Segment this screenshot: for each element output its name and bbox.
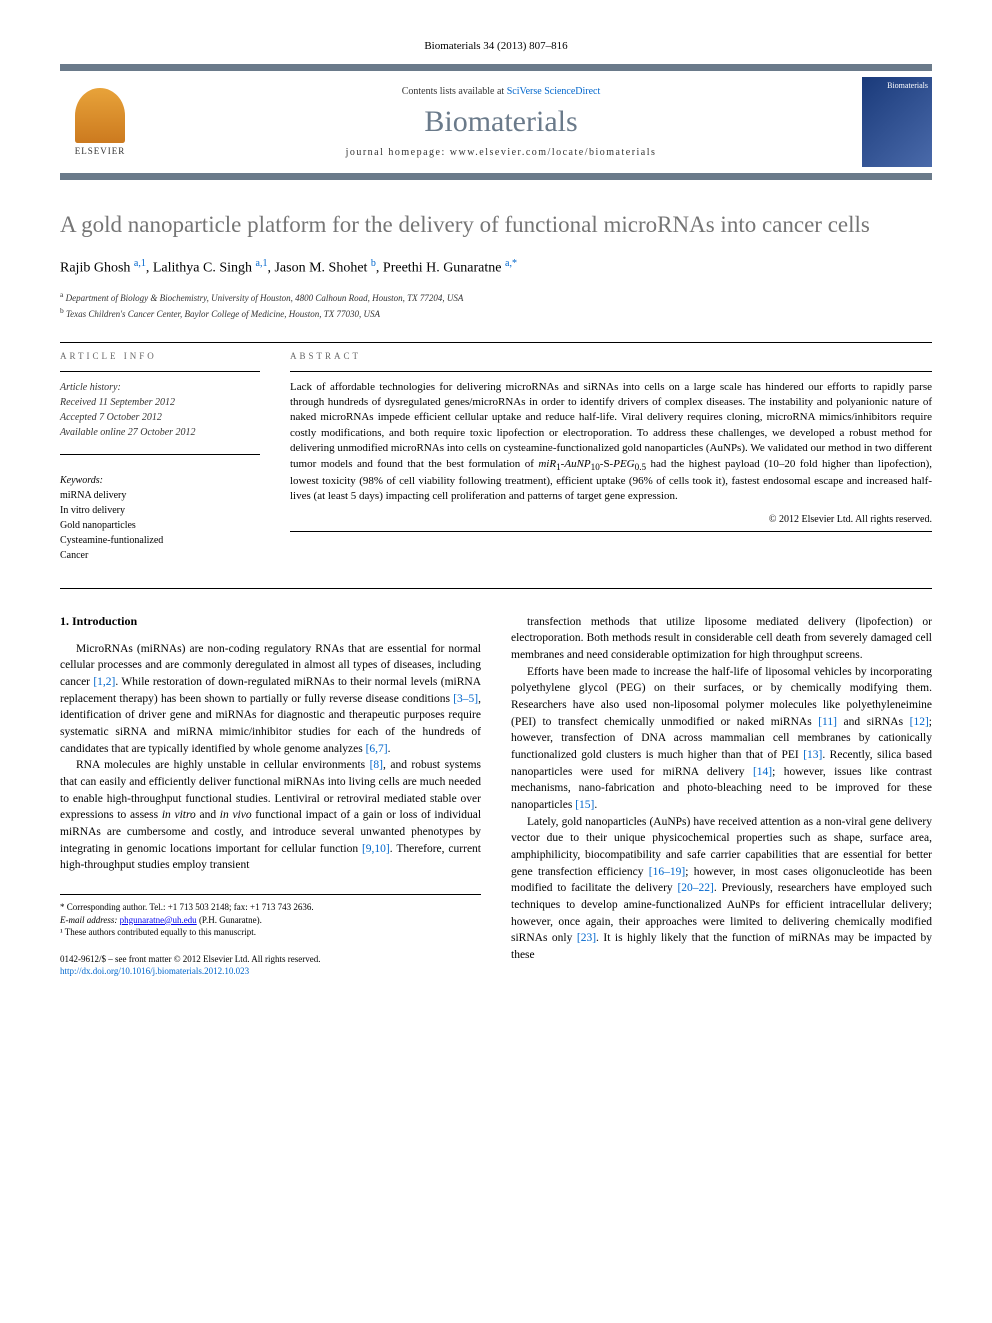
divider <box>290 371 932 372</box>
received-date: Received 11 September 2012 <box>60 395 260 410</box>
keyword-item: Cancer <box>60 548 260 563</box>
cover-label: Biomaterials <box>887 81 928 90</box>
ref-link[interactable]: [12] <box>910 716 929 728</box>
issn-copyright-line: 0142-9612/$ – see front matter © 2012 El… <box>60 953 481 966</box>
email-line: E-mail address: phgunaratne@uh.edu (P.H.… <box>60 914 481 927</box>
equal-contribution-note: ¹ These authors contributed equally to t… <box>60 926 481 939</box>
journal-cover-thumbnail: Biomaterials <box>862 77 932 167</box>
ref-link[interactable]: [9,10] <box>362 843 390 855</box>
ref-link[interactable]: [1,2] <box>93 676 115 688</box>
ref-link[interactable]: [3–5] <box>453 693 478 705</box>
copyright-line: © 2012 Elsevier Ltd. All rights reserved… <box>290 514 932 525</box>
keyword-item: Cysteamine-funtionalized <box>60 533 260 548</box>
keywords-list: miRNA deliveryIn vitro deliveryGold nano… <box>60 488 260 563</box>
affiliation-line: b Texas Children's Cancer Center, Baylor… <box>60 305 932 322</box>
body-columns: 1. Introduction MicroRNAs (miRNAs) are n… <box>60 614 932 978</box>
ref-link[interactable]: [15] <box>575 799 594 811</box>
section-number: 1. <box>60 614 69 628</box>
section-heading: 1. Introduction <box>60 614 481 629</box>
abstract-label: ABSTRACT <box>290 351 932 361</box>
body-text-right: transfection methods that utilize liposo… <box>511 614 932 964</box>
authors-list: Rajib Ghosh a,1, Lalithya C. Singh a,1, … <box>60 258 932 277</box>
divider <box>60 371 260 372</box>
homepage-url: www.elsevier.com/locate/biomaterials <box>450 147 657 158</box>
body-text-left: MicroRNAs (miRNAs) are non-coding regula… <box>60 641 481 874</box>
doi-link[interactable]: http://dx.doi.org/10.1016/j.biomaterials… <box>60 966 249 976</box>
homepage-line: journal homepage: www.elsevier.com/locat… <box>140 147 862 158</box>
body-paragraph: Efforts have been made to increase the h… <box>511 664 932 814</box>
article-info-column: ARTICLE INFO Article history: Received 1… <box>60 351 260 563</box>
ref-link[interactable]: [23] <box>577 932 596 944</box>
keywords-label: Keywords: <box>60 473 260 488</box>
keyword-item: In vitro delivery <box>60 503 260 518</box>
ref-link[interactable]: [8] <box>370 759 383 771</box>
article-info-label: ARTICLE INFO <box>60 351 260 361</box>
online-date: Available online 27 October 2012 <box>60 425 260 440</box>
accepted-date: Accepted 7 October 2012 <box>60 410 260 425</box>
publisher-name: ELSEVIER <box>60 146 140 156</box>
ref-link[interactable]: [20–22] <box>677 882 713 894</box>
contents-prefix: Contents lists available at <box>402 86 507 97</box>
body-column-right: transfection methods that utilize liposo… <box>511 614 932 978</box>
divider <box>290 531 932 532</box>
journal-header: ELSEVIER Contents lists available at Sci… <box>60 64 932 180</box>
ref-link[interactable]: [6,7] <box>366 743 388 755</box>
article-history: Article history: Received 11 September 2… <box>60 380 260 440</box>
section-title: Introduction <box>72 614 137 628</box>
body-column-left: 1. Introduction MicroRNAs (miRNAs) are n… <box>60 614 481 978</box>
ref-link[interactable]: [16–19] <box>649 866 685 878</box>
citation-line: Biomaterials 34 (2013) 807–816 <box>60 40 932 52</box>
footnotes: * Corresponding author. Tel.: +1 713 503… <box>60 894 481 939</box>
abstract-column: ABSTRACT Lack of affordable technologies… <box>290 351 932 563</box>
article-title: A gold nanoparticle platform for the del… <box>60 210 932 240</box>
email-label: E-mail address: <box>60 915 117 925</box>
corresponding-email-link[interactable]: phgunaratne@uh.edu <box>120 915 197 925</box>
affiliations: a Department of Biology & Biochemistry, … <box>60 289 932 322</box>
header-center: Contents lists available at SciVerse Sci… <box>140 86 862 158</box>
divider <box>60 588 932 589</box>
homepage-prefix: journal homepage: <box>346 147 450 158</box>
sciencedirect-link[interactable]: SciVerse ScienceDirect <box>507 86 601 97</box>
keywords-block: Keywords: miRNA deliveryIn vitro deliver… <box>60 473 260 563</box>
divider <box>60 342 932 343</box>
elsevier-tree-icon <box>75 88 125 143</box>
body-paragraph: transfection methods that utilize liposo… <box>511 614 932 664</box>
journal-title: Biomaterials <box>140 105 862 139</box>
footer-meta: 0142-9612/$ – see front matter © 2012 El… <box>60 953 481 978</box>
keyword-item: miRNA delivery <box>60 488 260 503</box>
body-paragraph: Lately, gold nanoparticles (AuNPs) have … <box>511 814 932 964</box>
email-suffix: (P.H. Gunaratne). <box>199 915 262 925</box>
corresponding-author-note: * Corresponding author. Tel.: +1 713 503… <box>60 901 481 914</box>
contents-line: Contents lists available at SciVerse Sci… <box>140 86 862 97</box>
meta-abstract-row: ARTICLE INFO Article history: Received 1… <box>60 351 932 563</box>
body-paragraph: RNA molecules are highly unstable in cel… <box>60 757 481 874</box>
ref-link[interactable]: [11] <box>818 716 837 728</box>
page-container: Biomaterials 34 (2013) 807–816 ELSEVIER … <box>0 0 992 1018</box>
divider <box>60 454 260 455</box>
publisher-logo: ELSEVIER <box>60 88 140 156</box>
keyword-item: Gold nanoparticles <box>60 518 260 533</box>
ref-link[interactable]: [13] <box>803 749 822 761</box>
ref-link[interactable]: [14] <box>753 766 772 778</box>
affiliation-line: a Department of Biology & Biochemistry, … <box>60 289 932 306</box>
history-label: Article history: <box>60 380 260 395</box>
body-paragraph: MicroRNAs (miRNAs) are non-coding regula… <box>60 641 481 758</box>
abstract-text: Lack of affordable technologies for deli… <box>290 380 932 505</box>
